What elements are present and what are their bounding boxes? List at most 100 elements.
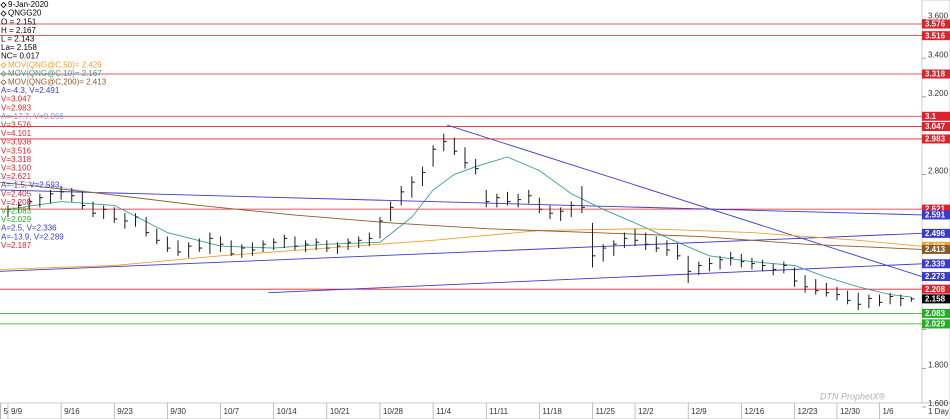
price-tag-label: 2.339: [925, 259, 946, 268]
x-tick-label: 12/30: [840, 407, 861, 416]
price-tag: [922, 294, 950, 304]
legend-entry: H = 2.167: [1, 26, 36, 35]
price-tag-label: 2.083: [925, 309, 946, 318]
legend-entry: 9-Jan-2020: [8, 0, 49, 9]
legend-entry: V=2.405: [1, 189, 32, 198]
price-axis: [921, 0, 950, 404]
legend-entry: V=2.983: [1, 103, 32, 112]
legend-icon: [0, 79, 7, 86]
price-tag: [922, 31, 950, 41]
legend-entry: NC= 0.017: [1, 52, 40, 61]
legend-icon: [0, 10, 7, 17]
price-tag-label: 2.983: [925, 135, 946, 144]
legend-entry: MOV(QNG@C,10)= 2.167: [8, 69, 102, 78]
legend-entry: A=-4.3, V=2.491: [1, 86, 60, 95]
price-tag: [922, 134, 950, 144]
price-tag-label: 2.158: [925, 294, 946, 303]
trendline: [0, 177, 104, 195]
price-tag: [922, 228, 950, 238]
x-tick-label: 11/4: [436, 407, 452, 416]
moving-average: [0, 228, 923, 270]
x-tick-label: 10/7: [224, 407, 240, 416]
legend-entry: V=3.047: [1, 95, 32, 104]
x-tick-label: 10/28: [383, 407, 404, 416]
x-tick-label: 11/18: [542, 407, 562, 416]
price-tag-label: 3.516: [925, 31, 946, 40]
legend-entry: V=2.208: [1, 198, 32, 207]
x-tick-label: 12/16: [744, 407, 765, 416]
legend-entry: A=-13.9, V=2.289: [1, 232, 64, 241]
legend-entry: V=4.101: [1, 129, 32, 138]
price-tag: [922, 204, 950, 214]
watermark: DTN ProphetX®: [820, 391, 886, 401]
price-tag-label: 2.208: [925, 285, 946, 294]
legend-entry: V=2.621: [1, 172, 32, 181]
legend-entry: La= 2.158: [1, 43, 37, 52]
price-tag: [922, 210, 950, 220]
y-tick-label: 1.800: [928, 360, 949, 369]
trendline: [0, 189, 923, 216]
y-tick-label: 3.200: [928, 89, 949, 98]
legend-entry: A=-1.5, V=2.593: [1, 181, 60, 190]
legend-entry: L = 2.143: [1, 35, 35, 44]
trendline: [268, 263, 923, 294]
date-axis: [0, 402, 950, 419]
price-tag-label: 2.496: [925, 229, 946, 238]
price-tag-label: 3.047: [925, 122, 946, 131]
moving-average: [0, 181, 923, 250]
x-tick-label: 5: [4, 407, 9, 416]
price-tag-label: 3.318: [925, 70, 946, 79]
x-tick-label: 12/9: [691, 407, 707, 416]
price-tag: [922, 308, 950, 318]
legend-entry: V=2.029: [1, 215, 32, 224]
legend-entry: A=2.5, V=2.336: [1, 224, 57, 233]
legend-entry: V=3.938: [1, 138, 32, 147]
y-tick-label: 3.600: [928, 11, 949, 20]
price-tag: [922, 244, 950, 254]
legend-icon: [0, 1, 7, 9]
x-tick-label: 11/25: [596, 407, 616, 416]
legend-entry: V=3.100: [1, 164, 32, 173]
legend-icon: [0, 70, 7, 77]
legend-entry: MOV(QNG@C,200)= 2.413: [8, 78, 107, 87]
price-tag: [922, 19, 950, 29]
plot-area: [0, 0, 922, 403]
x-tick-label: 9/9: [11, 407, 23, 416]
price-tag-label: 2.029: [925, 319, 946, 328]
axes: 3.6003.4003.2002.8002.0001.8001.60059/99…: [0, 11, 950, 419]
legend-entry: V=2.083: [1, 207, 32, 216]
x-tick-label: 12/2: [638, 407, 654, 416]
x-tick-label: 11/11: [489, 407, 508, 416]
x-tick-label: 9/23: [117, 407, 133, 416]
x-tick-label: 12/23: [797, 407, 818, 416]
x-tick-label: 10/21: [330, 407, 351, 416]
legend-entry: O = 2.151: [1, 17, 37, 26]
trendline: [446, 124, 923, 278]
x-tick-label: 9/16: [64, 407, 80, 416]
price-tag: [922, 122, 950, 132]
price-tag-label: 2.273: [925, 272, 946, 281]
y-tick-label: 2.800: [928, 167, 949, 176]
price-tag: [922, 284, 950, 294]
legend-entry: V=2.187: [1, 241, 32, 250]
x-tick-label: 9/30: [170, 407, 186, 416]
legend-entry: MOV(QNG@C,50)= 2.429: [8, 60, 102, 69]
price-tag: [922, 319, 950, 329]
legend-entry: V=3.576: [1, 121, 32, 130]
price-tag: [922, 111, 950, 121]
legend-entry: V=3.318: [1, 155, 32, 164]
legend-entry: A=-17.7, V=9.066: [1, 112, 64, 121]
price-tag: [922, 259, 950, 269]
legend-entry: V=3.516: [1, 146, 32, 155]
legend-entry: QNGG20: [8, 9, 42, 18]
price-tag-label: 3.1: [925, 112, 937, 121]
price-tag: [922, 69, 950, 79]
price-tag: [922, 272, 950, 282]
price-tag-label: 2.413: [925, 245, 946, 254]
legend-icon: [0, 62, 7, 69]
price-tag-label: 3.576: [925, 20, 946, 29]
x-tick-label: 1/6: [882, 407, 894, 416]
interval-label: 1 Day: [928, 407, 949, 416]
